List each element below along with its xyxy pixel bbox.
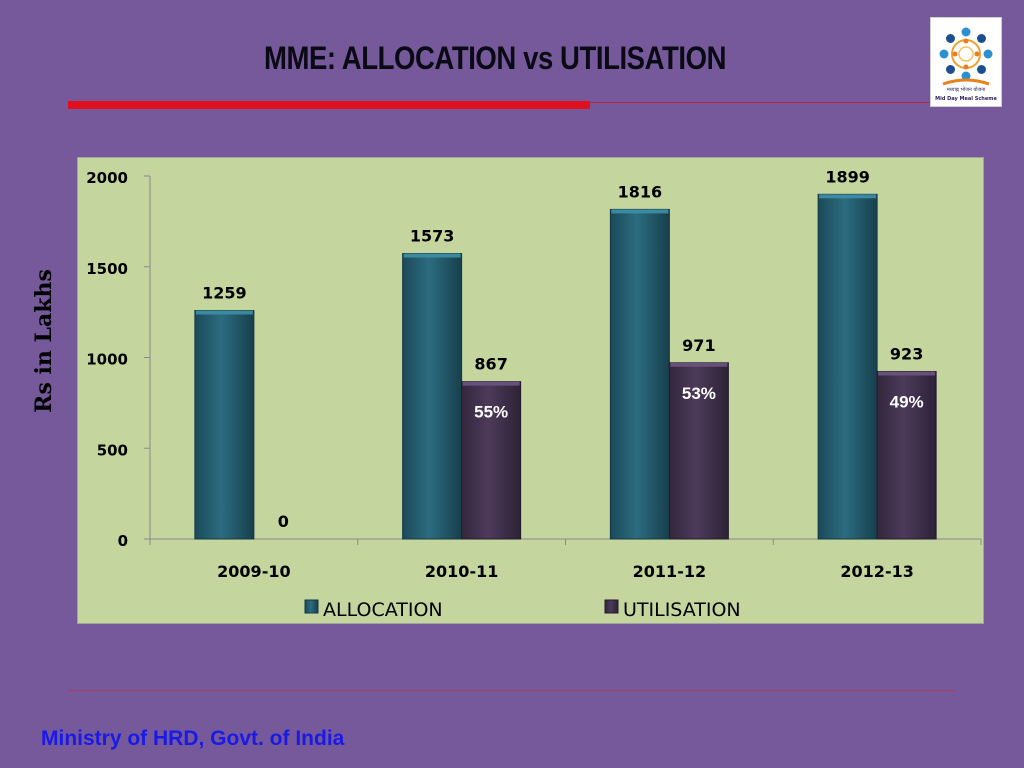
bar-cap-highlight — [195, 310, 253, 315]
y-tick-label: 500 — [97, 441, 128, 459]
slide-title: MME: ALLOCATION vs UTILISATION — [263, 40, 727, 76]
legend-label-utilisation: UTILISATION — [623, 599, 741, 621]
logo-hindi-caption: मध्याह्न भोजन योजना — [946, 87, 986, 93]
legend-swatch-allocation — [304, 599, 319, 614]
data-label: 867 — [474, 355, 507, 374]
bar-utilisation — [461, 381, 522, 540]
title-underline-red — [68, 101, 590, 109]
mid-day-meal-logo: मध्याह्न भोजन योजना Mid Day Meal Scheme — [930, 17, 1002, 107]
bar-allocation — [817, 193, 878, 540]
bar-allocation — [402, 253, 463, 540]
bar-cap-highlight — [670, 362, 728, 367]
bar-utilisation — [668, 362, 729, 540]
legend-label-allocation: ALLOCATION — [323, 599, 443, 621]
y-tick-label: 1000 — [86, 351, 128, 369]
x-category-label: 2012-13 — [840, 562, 913, 581]
y-tick-label: 2000 — [86, 169, 128, 187]
bar-cap-highlight — [611, 209, 669, 214]
bar-allocation — [194, 309, 255, 540]
y-tick-label: 0 — [118, 532, 128, 550]
footer-text: Ministry of HRD, Govt. of India — [41, 727, 345, 750]
bar-utilisation — [876, 370, 937, 540]
data-label: 1816 — [618, 182, 663, 201]
data-label: 1259 — [202, 283, 247, 302]
bar-allocation — [609, 208, 670, 540]
bar-cap-highlight — [819, 194, 877, 199]
bar-chart: 0 500 1000 1500 2000 2009-10 1259 0 2010-11 1573… — [77, 157, 984, 624]
x-category-label: 2009-10 — [217, 562, 290, 581]
percent-annotation: 49% — [890, 392, 924, 411]
y-tick-label: 1500 — [86, 260, 128, 278]
data-label: 971 — [682, 336, 715, 355]
bar-cap-highlight — [878, 371, 936, 376]
logo-english-caption: Mid Day Meal Scheme — [935, 96, 997, 102]
footer-divider — [68, 690, 955, 691]
legend-swatch-utilisation — [604, 599, 619, 614]
title-underline-thin — [590, 102, 950, 103]
bar-cap-highlight — [462, 381, 520, 386]
data-label: 1573 — [410, 227, 455, 246]
data-label: 0 — [278, 512, 289, 531]
percent-annotation: 53% — [682, 384, 716, 403]
data-label: 923 — [890, 344, 923, 363]
y-axis-title: Rs in Lakhs — [31, 269, 57, 413]
data-label: 1899 — [825, 167, 870, 186]
logo-emblem-icon — [939, 27, 993, 86]
bar-cap-highlight — [403, 253, 461, 258]
x-category-label: 2010-11 — [425, 562, 498, 581]
percent-annotation: 55% — [474, 403, 508, 422]
x-category-label: 2011-12 — [633, 562, 706, 581]
